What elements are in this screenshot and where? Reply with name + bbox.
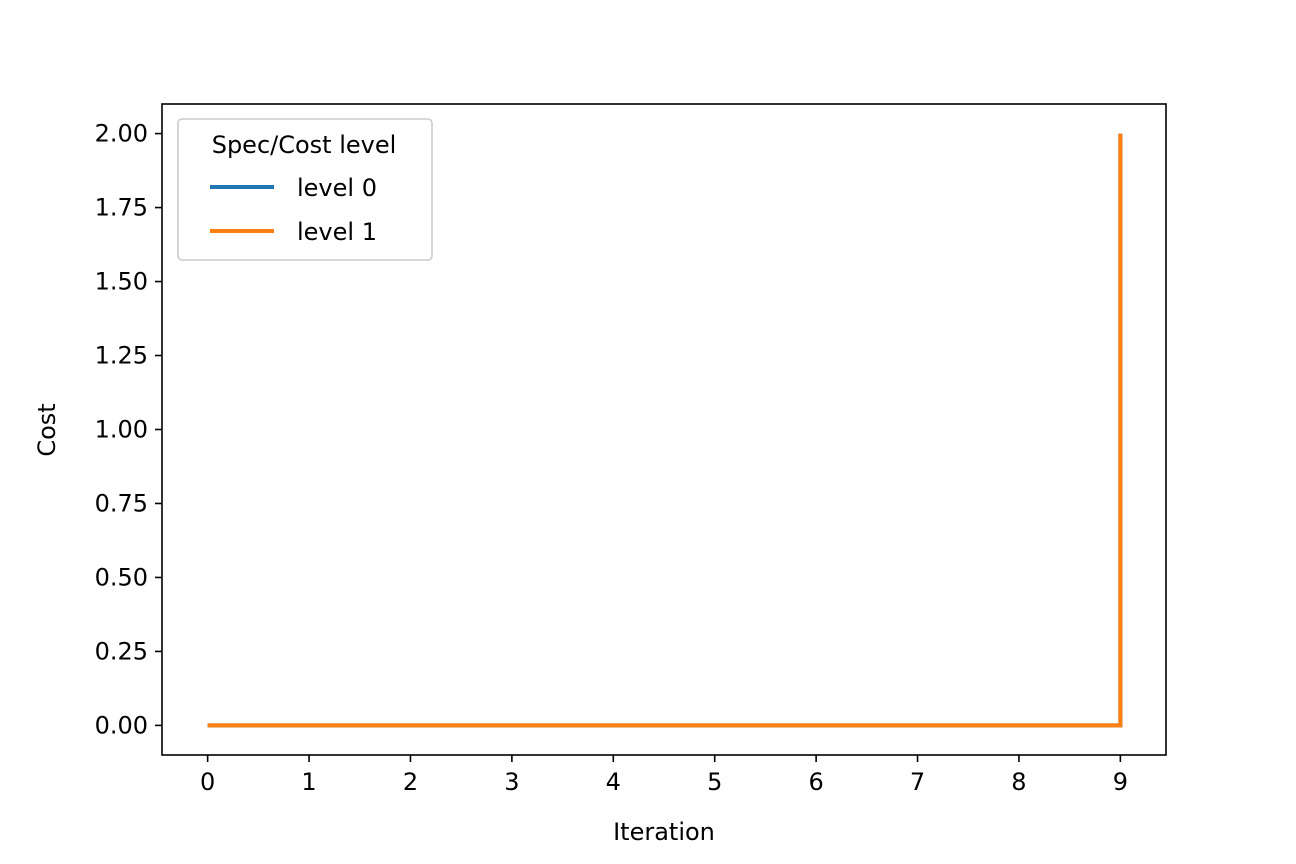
x-tick-label: 3 xyxy=(504,768,519,796)
y-axis-label: Cost xyxy=(33,403,61,456)
legend-entry-label: level 1 xyxy=(297,218,377,246)
series-line-level-1 xyxy=(207,133,1123,728)
legend-title: Spec/Cost level xyxy=(212,131,397,159)
y-tick-label: 1.00 xyxy=(95,416,148,444)
x-tick-label: 6 xyxy=(808,768,823,796)
legend-box xyxy=(177,118,433,261)
y-axis-ticks: 0.00 0.25 0.50 0.75 1.00 1.25 1.50 1.75 2.00 xyxy=(95,120,162,739)
x-tick-label: 4 xyxy=(606,768,621,796)
plot-frame xyxy=(161,103,1167,756)
x-tick-label: 7 xyxy=(910,768,925,796)
x-tick-label: 2 xyxy=(403,768,418,796)
legend-entry-label: level 0 xyxy=(297,174,377,202)
x-axis-ticks: 0 1 2 3 4 5 6 7 8 9 xyxy=(200,755,1128,796)
x-axis-label: Iteration xyxy=(613,818,715,846)
x-tick-label: 5 xyxy=(707,768,722,796)
legend: Spec/Cost level level 0 level 1 xyxy=(177,118,433,261)
y-tick-label: 0.25 xyxy=(95,637,148,665)
x-tick-label: 8 xyxy=(1011,768,1026,796)
y-tick-label: 2.00 xyxy=(95,120,148,148)
x-tick-label: 1 xyxy=(301,768,316,796)
y-tick-label: 0.00 xyxy=(95,711,148,739)
y-tick-label: 1.50 xyxy=(95,268,148,296)
y-tick-label: 1.25 xyxy=(95,342,148,370)
x-tick-label: 0 xyxy=(200,768,215,796)
y-tick-label: 0.50 xyxy=(95,563,148,591)
x-tick-label: 9 xyxy=(1113,768,1128,796)
y-tick-label: 1.75 xyxy=(95,194,148,222)
legend-items: level 0 level 1 xyxy=(210,174,377,246)
y-tick-label: 0.75 xyxy=(95,489,148,517)
series-layer xyxy=(207,133,1123,728)
